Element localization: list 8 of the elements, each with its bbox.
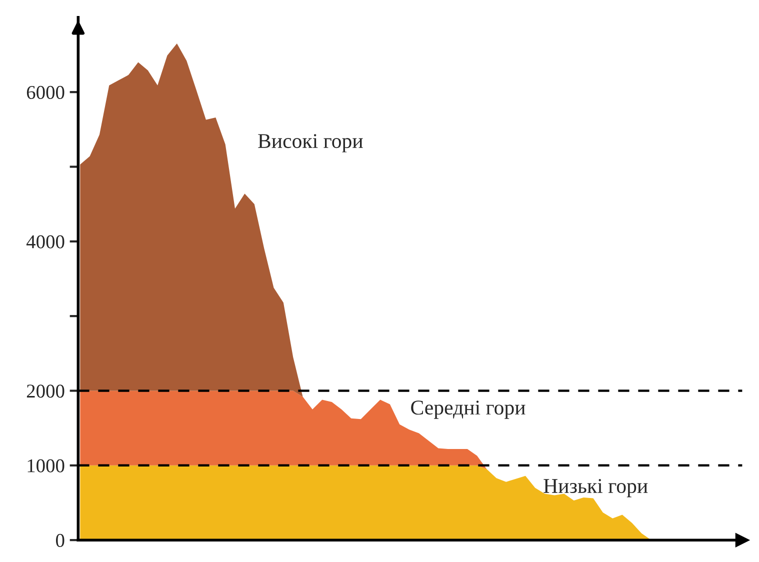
y-tick-label: 0: [56, 534, 64, 548]
y-tick-label: 4000: [26, 235, 64, 248]
series-label: Високі гори: [258, 134, 363, 152]
series-label: Низькі гори: [544, 479, 648, 498]
y-tick-label: 1000: [28, 459, 64, 472]
series-label: Середні гори: [411, 400, 526, 419]
y-tick-label: 2000: [26, 384, 64, 398]
y-tick-label: 6000: [26, 86, 64, 100]
